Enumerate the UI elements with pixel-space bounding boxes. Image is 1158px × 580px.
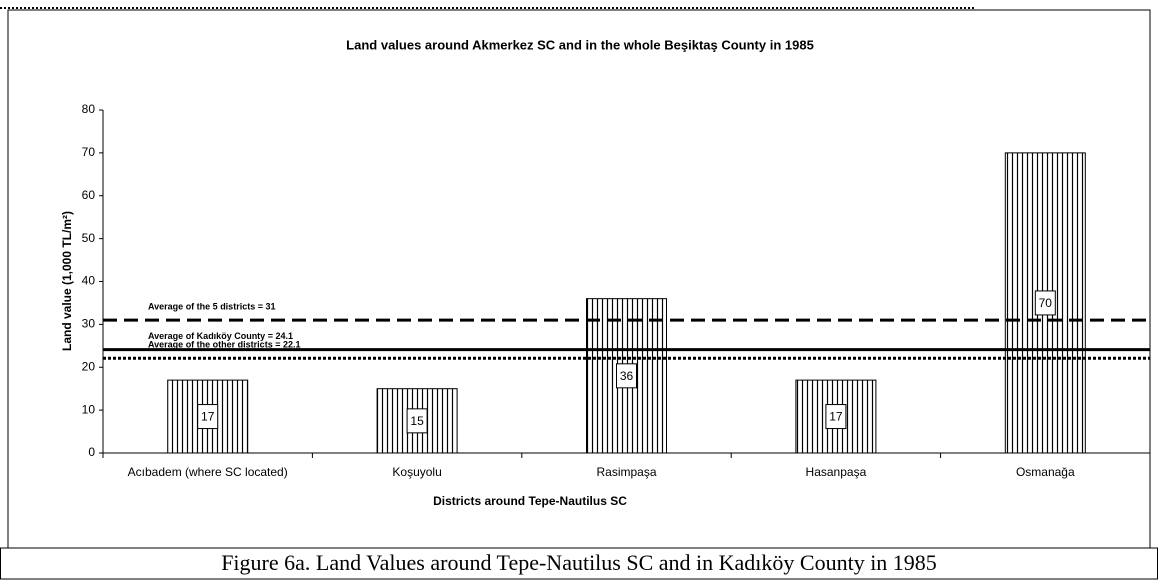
x-tick-label: Hasanpaşa — [806, 465, 867, 479]
y-tick-label: 10 — [82, 402, 96, 416]
y-tick-label: 50 — [82, 231, 96, 245]
y-tick-label: 20 — [82, 359, 96, 373]
value-label-box — [406, 408, 428, 434]
figure-caption: Figure 6a. Land Values around Tepe-Nauti… — [221, 550, 937, 575]
reference-label: Average of the 5 districts = 31 — [148, 301, 275, 311]
y-axis-label: Land value (1,000 TL/m²) — [60, 211, 74, 351]
reference-label: Average of the other districts = 22.1 — [148, 340, 300, 350]
value-label-box — [825, 404, 847, 430]
y-tick-label: 60 — [82, 188, 96, 202]
y-tick-label: 0 — [88, 445, 95, 459]
x-tick-label: Rasimpaşa — [596, 465, 656, 479]
x-tick-label: Osmanağa — [1016, 465, 1075, 479]
value-label-box — [1034, 290, 1056, 316]
y-tick-label: 70 — [82, 145, 96, 159]
x-tick-label: Koşuyolu — [392, 465, 441, 479]
x-tick-label: Acıbadem (where SC located) — [128, 465, 288, 479]
reference-label: Average of Kadıköy County = 24.1 — [148, 331, 293, 341]
value-label: 36 — [620, 369, 634, 383]
value-label: 15 — [410, 414, 424, 428]
value-label-box — [616, 363, 637, 389]
x-axis-label: Districts around Tepe-Nautilus SC — [433, 494, 627, 508]
y-tick-label: 30 — [82, 317, 96, 331]
value-label: 17 — [201, 410, 215, 424]
chart-title: Land values around Akmerkez SC and in th… — [346, 37, 814, 52]
y-tick-label: 40 — [82, 274, 96, 288]
value-label: 70 — [1039, 296, 1053, 310]
value-label: 17 — [829, 410, 843, 424]
y-tick-label: 80 — [82, 102, 96, 116]
value-label-box — [197, 404, 219, 430]
